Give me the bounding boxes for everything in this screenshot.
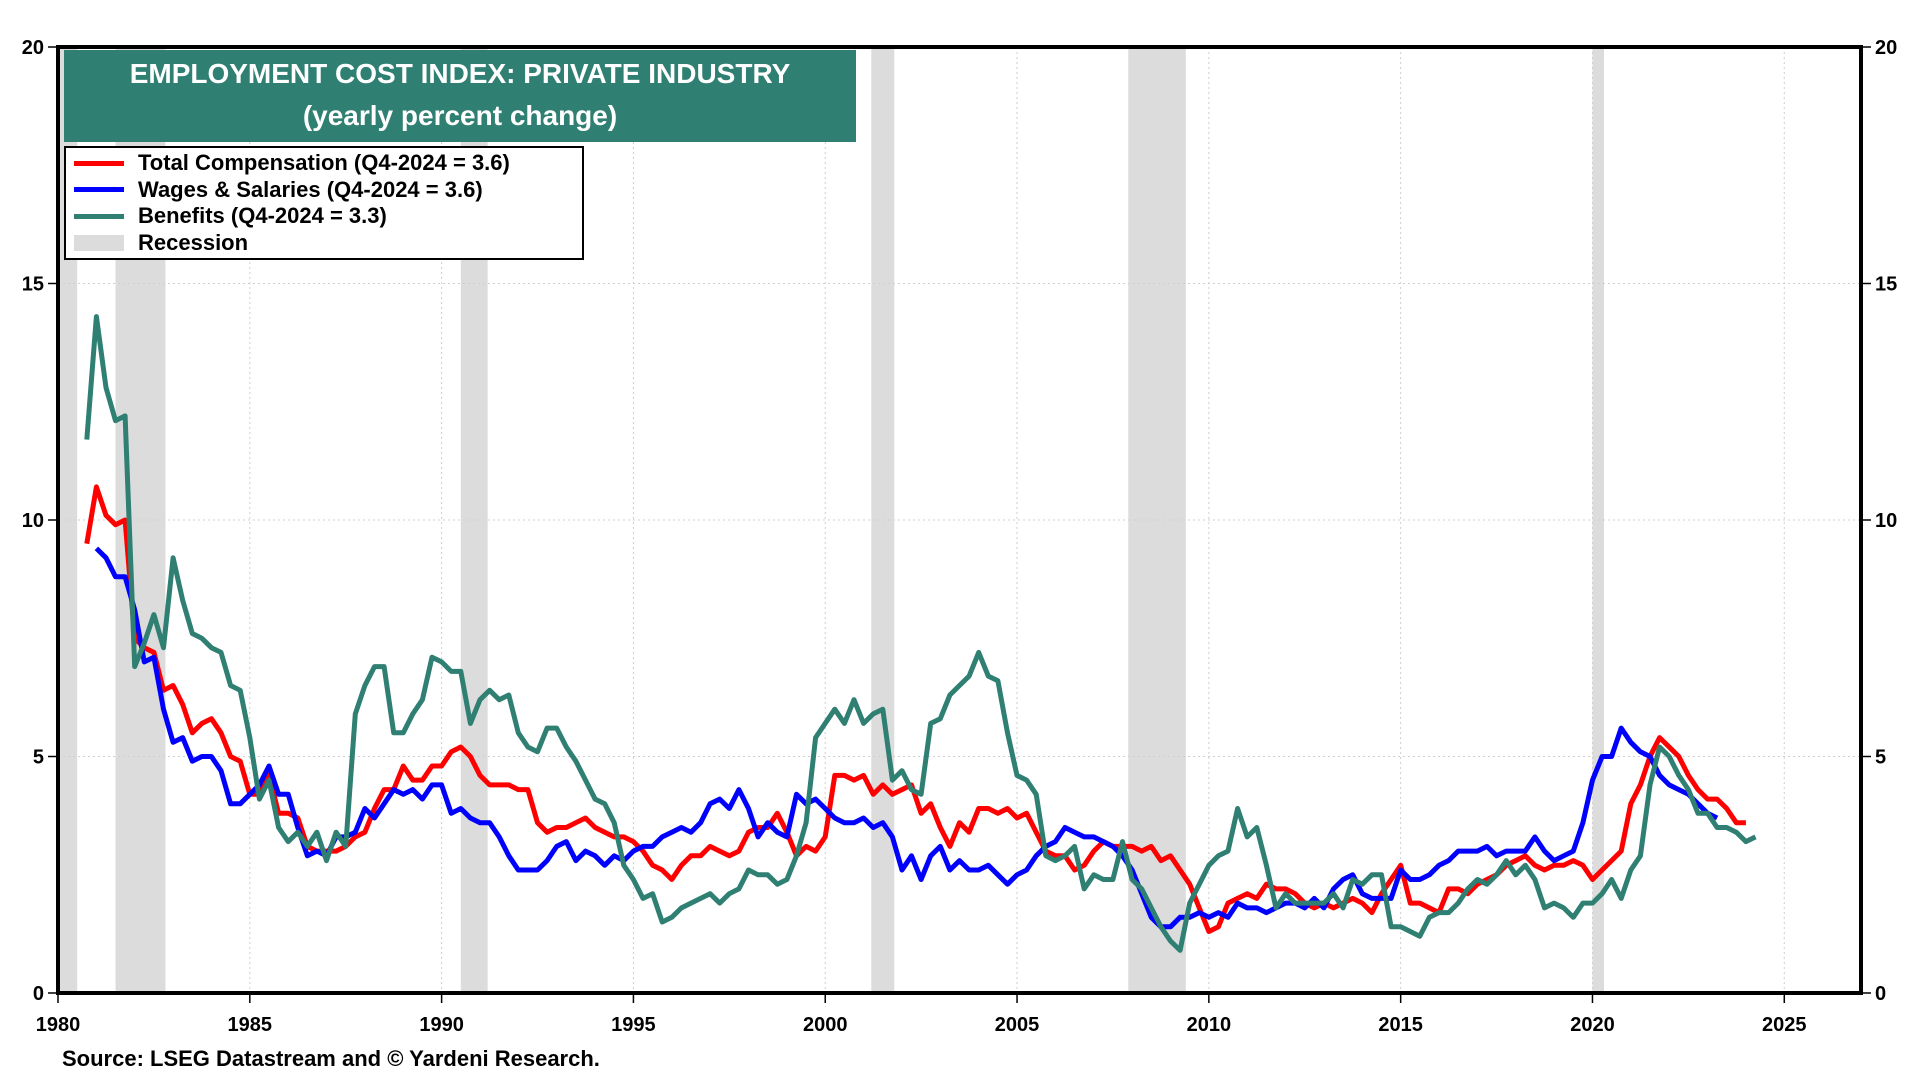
y-tick-label-left: 15 bbox=[22, 274, 44, 296]
y-axis-ticks: 0 0 5 5 10 10 15 15 20 20 bbox=[22, 37, 1898, 1005]
legend-label: Recession bbox=[138, 229, 249, 255]
legend-swatch bbox=[74, 160, 124, 166]
recession-band bbox=[1128, 47, 1186, 993]
x-tick-label: 2025 bbox=[1762, 1014, 1807, 1036]
legend-item-recession: Recession bbox=[74, 230, 574, 257]
y-tick-label-right: 0 bbox=[1875, 983, 1886, 1005]
x-tick-label: 2020 bbox=[1570, 1014, 1615, 1036]
y-tick-label-right: 10 bbox=[1875, 510, 1897, 532]
chart-title-box: EMPLOYMENT COST INDEX: PRIVATE INDUSTRY … bbox=[64, 50, 856, 142]
legend-item-benefits: Benefits (Q4-2024 = 3.3) bbox=[74, 203, 574, 230]
y-tick-label-left: 5 bbox=[33, 747, 44, 769]
x-tick-label: 1985 bbox=[228, 1014, 273, 1036]
x-tick-label: 2005 bbox=[995, 1014, 1040, 1036]
legend-label: Wages & Salaries (Q4-2024 = 3.6) bbox=[138, 176, 483, 202]
series-line-total-compensation bbox=[84, 484, 1746, 934]
legend-swatch bbox=[74, 234, 124, 251]
series-lines bbox=[84, 314, 1757, 953]
y-tick-label-right: 5 bbox=[1875, 747, 1886, 769]
chart-title: EMPLOYMENT COST INDEX: PRIVATE INDUSTRY bbox=[129, 58, 791, 89]
series-line-benefits bbox=[84, 314, 1757, 953]
legend: Total Compensation (Q4-2024 = 3.6) Wages… bbox=[64, 146, 584, 260]
legend-item-total-compensation: Total Compensation (Q4-2024 = 3.6) bbox=[74, 150, 574, 177]
y-tick-label-right: 20 bbox=[1875, 37, 1897, 59]
x-tick-label: 2015 bbox=[1378, 1014, 1423, 1036]
legend-swatch bbox=[74, 187, 124, 193]
y-tick-label-left: 10 bbox=[22, 510, 44, 532]
chart-subtitle: (yearly percent change) bbox=[302, 100, 618, 131]
x-tick-label: 1980 bbox=[36, 1014, 81, 1036]
y-tick-label-right: 15 bbox=[1875, 274, 1897, 296]
source-note: Source: LSEG Datastream and © Yardeni Re… bbox=[62, 1046, 600, 1071]
legend-swatch bbox=[74, 213, 124, 219]
y-tick-label-left: 0 bbox=[33, 983, 44, 1005]
x-tick-label: 2010 bbox=[1187, 1014, 1232, 1036]
legend-item-wages-salaries: Wages & Salaries (Q4-2024 = 3.6) bbox=[74, 177, 574, 204]
x-tick-label: 1990 bbox=[419, 1014, 464, 1036]
y-tick-label-left: 20 bbox=[22, 37, 44, 59]
gridlines bbox=[58, 47, 1861, 993]
x-tick-label: 2000 bbox=[803, 1014, 848, 1036]
series-line-wages-salaries bbox=[94, 546, 1719, 930]
x-axis-ticks: 1980 1985 1990 1995 2000 2005 2010 2015 2020 2025 bbox=[36, 993, 1807, 1036]
x-tick-label: 1995 bbox=[611, 1014, 656, 1036]
legend-label: Total Compensation (Q4-2024 = 3.6) bbox=[138, 150, 510, 176]
legend-label: Benefits (Q4-2024 = 3.3) bbox=[138, 203, 387, 229]
recession-band bbox=[58, 47, 78, 993]
